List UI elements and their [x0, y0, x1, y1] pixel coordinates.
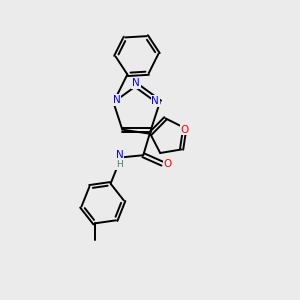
Text: O: O — [181, 124, 189, 134]
Text: H: H — [116, 160, 123, 169]
Text: N: N — [152, 96, 159, 106]
Text: N: N — [116, 150, 124, 160]
Text: N: N — [112, 95, 120, 105]
Text: N: N — [132, 78, 140, 88]
Text: O: O — [164, 159, 172, 169]
